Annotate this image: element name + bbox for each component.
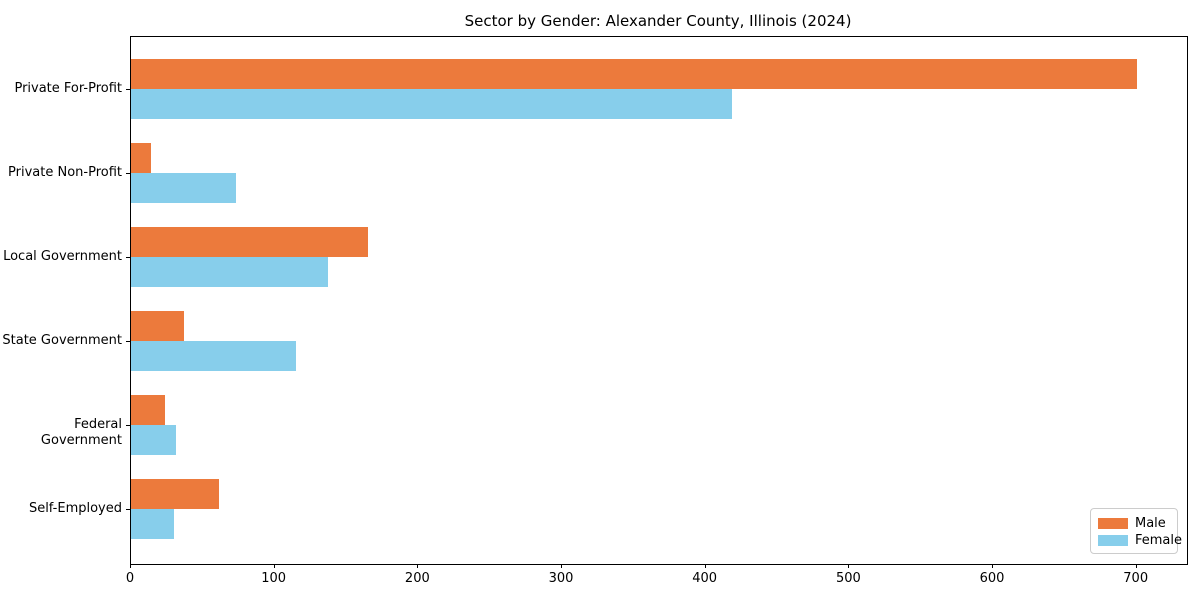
legend-row-female: Female <box>1098 532 1182 549</box>
y-tick-mark <box>126 425 130 426</box>
x-tick-mark <box>992 564 994 568</box>
x-tick-label: 600 <box>979 571 1005 586</box>
bar-male-private-non-profit <box>131 143 151 173</box>
legend-label-male: Male <box>1135 516 1166 531</box>
x-tick-mark <box>561 564 563 568</box>
x-tick-mark <box>848 564 850 568</box>
bar-male-state-government <box>131 311 184 341</box>
x-tick-label: 100 <box>261 571 287 586</box>
x-tick-label: 700 <box>1123 571 1149 586</box>
x-tick-mark <box>704 564 706 568</box>
x-tick-mark <box>273 564 275 568</box>
y-tick-mark <box>126 173 130 174</box>
bar-female-local-government <box>131 257 328 287</box>
y-tick-label: Private For-Profit <box>14 81 122 96</box>
male-series-swatch <box>1098 518 1128 529</box>
bar-female-state-government <box>131 341 296 371</box>
legend: Male Female <box>1090 508 1182 554</box>
legend-row-male: Male <box>1098 515 1170 532</box>
y-tick-label: Federal Government <box>40 417 122 448</box>
bar-male-local-government <box>131 227 368 257</box>
bar-female-private-for-profit <box>131 89 732 119</box>
bar-male-self-employed <box>131 479 219 509</box>
y-tick-label: Private Non-Profit <box>8 165 122 180</box>
y-tick-mark <box>126 341 130 342</box>
x-tick-label: 500 <box>835 571 861 586</box>
x-tick-label: 300 <box>548 571 574 586</box>
y-tick-label: Self-Employed <box>28 501 122 516</box>
x-tick-mark <box>130 564 131 568</box>
y-tick-mark <box>126 257 130 258</box>
plot-area <box>130 36 1188 565</box>
x-tick-label: 200 <box>404 571 430 586</box>
x-tick-label: 0 <box>125 571 135 586</box>
female-series-swatch <box>1098 535 1128 546</box>
x-tick-mark <box>417 564 419 568</box>
legend-label-female: Female <box>1135 533 1183 548</box>
chart-title: Sector by Gender: Alexander County, Illi… <box>464 12 852 30</box>
x-tick-label: 400 <box>692 571 718 586</box>
bar-female-self-employed <box>131 509 174 539</box>
bar-male-federal-government <box>131 395 165 425</box>
y-tick-mark <box>126 509 130 510</box>
y-tick-mark <box>126 89 130 90</box>
bar-female-federal-government <box>131 425 176 455</box>
bar-male-private-for-profit <box>131 59 1137 89</box>
bar-female-private-non-profit <box>131 173 236 203</box>
x-tick-mark <box>1135 564 1137 568</box>
y-tick-label: Local Government <box>3 249 122 264</box>
y-tick-label: State Government <box>2 333 122 348</box>
